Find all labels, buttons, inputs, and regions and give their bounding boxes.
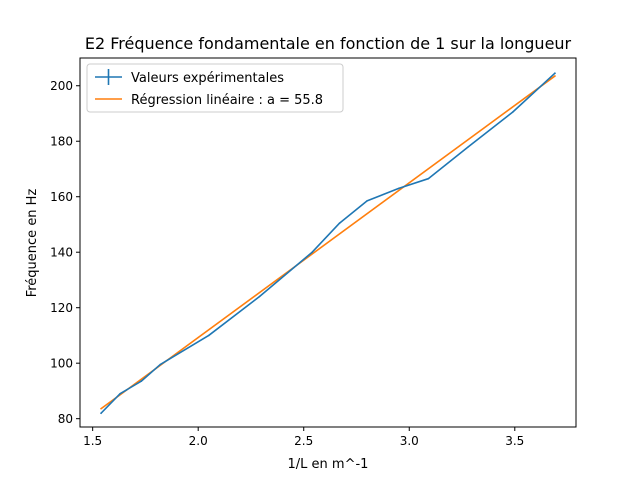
data-point (554, 72, 556, 75)
data-point (119, 392, 121, 395)
x-tick-label: 1.5 (83, 434, 102, 448)
data-point (338, 222, 341, 224)
x-tick-label: 2.5 (294, 434, 313, 448)
data-point (140, 380, 143, 383)
data-point (207, 334, 210, 337)
x-tick-label: 3.5 (505, 434, 524, 448)
x-tick-label: 2.0 (189, 434, 208, 448)
plot-area: 1.5 2.0 2.5 3.0 3.5 80 100 120 140 160 180 200 (50, 72, 557, 448)
legend-label-regression: Régression linéaire : a = 55.8 (131, 93, 323, 108)
axes-frame (79, 57, 577, 428)
data-point (258, 295, 261, 298)
series-line-experimental (99, 72, 557, 415)
data-point (159, 363, 162, 366)
data-point (397, 187, 400, 190)
y-tick-label: 80 (58, 412, 73, 426)
data-point (366, 200, 368, 202)
data-point (511, 111, 514, 113)
chart-title: E2 Fréquence fondamentale en fonction de… (85, 34, 572, 53)
x-axis-label: 1/L en m^-1 (288, 457, 369, 472)
y-tick-label: 120 (50, 301, 73, 315)
legend-entry-experimental: Valeurs expérimentales (95, 69, 284, 86)
y-tick-label: 200 (50, 79, 73, 93)
legend-label-experimental: Valeurs expérimentales (131, 71, 284, 86)
data-point (100, 412, 102, 414)
legend: Valeurs expérimentales Régression linéai… (86, 63, 344, 113)
data-point (427, 177, 430, 180)
legend-entry-regression: Régression linéaire : a = 55.8 (95, 93, 323, 108)
y-tick-label: 100 (50, 357, 73, 371)
y-axis-label: Fréquence en Hz (25, 189, 40, 298)
series-line-regression (99, 74, 557, 410)
x-tick-label: 3.0 (400, 434, 419, 448)
y-tick-label: 180 (50, 135, 73, 149)
legend-box (86, 63, 344, 113)
y-tick-label: 140 (50, 246, 73, 260)
y-tick-label: 160 (50, 190, 73, 204)
data-point (311, 251, 313, 254)
data-point (467, 145, 470, 148)
